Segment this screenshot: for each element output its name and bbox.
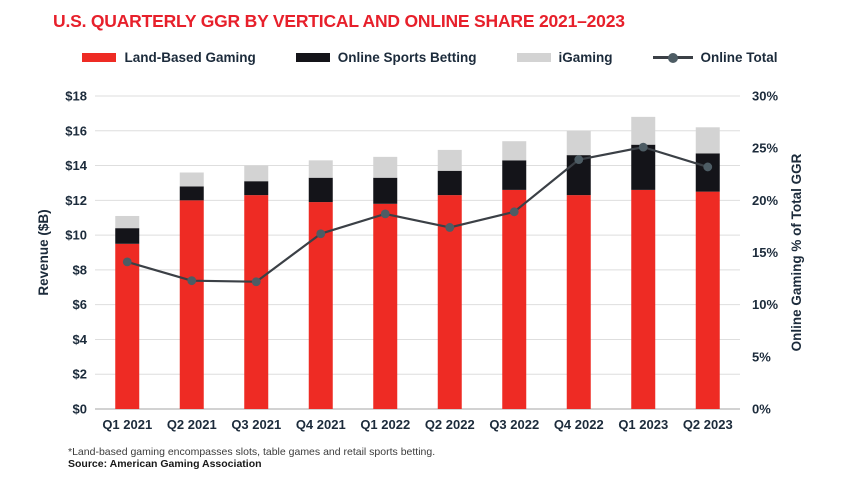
bar-segment-land-based-gaming-q3-2021: [244, 195, 269, 409]
bar-segment-online-sports-betting-q1-2023: [631, 144, 656, 190]
y-left-tick-label: $16: [65, 123, 87, 138]
bar-segment-online-sports-betting-q3-2021: [244, 181, 269, 196]
bar-segment-igaming-q2-2021: [179, 172, 204, 187]
legend: Land-Based Gaming Online Sports Betting iG…: [82, 50, 778, 65]
legend-item-online-sports-betting: Online Sports Betting: [295, 50, 477, 65]
y-left-tick-label: $10: [65, 228, 87, 243]
y-left-tick-label: $2: [73, 367, 87, 382]
online-total-point-q4-2022: [574, 155, 584, 165]
bar-segment-igaming-q1-2023: [631, 116, 656, 145]
legend-label: Online Total: [700, 50, 778, 65]
bar-segment-online-sports-betting-q2-2022: [437, 170, 462, 196]
x-axis-tick-label: Q1 2021: [102, 417, 152, 432]
y-left-tick-label: $0: [73, 402, 87, 417]
source-note: Source: American Gaming Association: [68, 458, 262, 470]
bar-segment-online-sports-betting-q4-2021: [308, 177, 333, 203]
bar-segment-online-sports-betting-q1-2021: [115, 228, 140, 244]
x-axis-tick-label: Q1 2023: [618, 417, 668, 432]
y-right-tick-label: 15%: [752, 245, 778, 260]
footnote: *Land-based gaming encompasses slots, ta…: [68, 446, 436, 458]
bar-segment-igaming-q4-2021: [308, 160, 333, 178]
legend-item-online-total: Online Total: [652, 50, 778, 65]
y-left-tick-label: $18: [65, 89, 87, 104]
bar-segment-igaming-q4-2022: [566, 130, 591, 156]
x-axis-tick-label: Q3 2021: [231, 417, 281, 432]
bar-segment-igaming-q2-2022: [437, 149, 462, 171]
y-right-tick-label: 30%: [752, 89, 778, 104]
bar-segment-igaming-q1-2022: [373, 156, 398, 178]
x-axis-tick-label: Q4 2021: [296, 417, 346, 432]
online-total-point-q2-2021: [187, 276, 197, 286]
bar-segment-igaming-q1-2021: [115, 215, 140, 229]
online-total-point-q1-2021: [122, 257, 132, 267]
bar-segment-land-based-gaming-q1-2021: [115, 243, 140, 409]
bar-segment-igaming-q3-2021: [244, 165, 269, 182]
y-left-tick-label: $12: [65, 193, 87, 208]
legend-label: iGaming: [558, 50, 613, 65]
x-axis-tick-label: Q3 2022: [489, 417, 539, 432]
y-left-tick-label: $6: [73, 297, 87, 312]
bar-segment-online-sports-betting-q2-2021: [179, 186, 204, 201]
x-axis-tick-label: Q4 2022: [554, 417, 604, 432]
bar-segment-land-based-gaming-q4-2022: [566, 195, 591, 409]
bar-segment-land-based-gaming-q2-2023: [695, 191, 720, 409]
online-total-point-q2-2023: [703, 162, 713, 172]
bar-segment-online-sports-betting-q2-2023: [695, 153, 720, 192]
bar-segment-igaming-q3-2022: [502, 141, 527, 161]
land-based-gaming-swatch-icon: [82, 53, 117, 62]
online-total-point-q1-2022: [380, 209, 390, 219]
line-dot-icon: [652, 52, 693, 63]
bar-segment-online-sports-betting-q1-2022: [373, 177, 398, 204]
y-right-tick-label: 25%: [752, 141, 778, 156]
online-total-line: [126, 146, 709, 283]
y-left-tick-label: $14: [65, 158, 87, 173]
bar-segment-land-based-gaming-q1-2023: [631, 189, 656, 409]
y-right-axis-title: Online Gaming % of Total GGR: [789, 153, 804, 351]
online-total-point-q4-2021: [316, 229, 326, 239]
y-right-tick-label: 5%: [752, 349, 771, 364]
legend-item-land-based-gaming: Land-Based Gaming: [82, 50, 256, 65]
bar-segment-online-sports-betting-q3-2022: [502, 160, 527, 190]
y-right-tick-label: 0%: [752, 402, 771, 417]
legend-label: Online Sports Betting: [337, 50, 477, 65]
y-right-tick-label: 10%: [752, 297, 778, 312]
chart-title: U.S. QUARTERLY GGR BY VERTICAL AND ONLIN…: [53, 11, 625, 31]
y-left-axis-title: Revenue ($B): [36, 209, 51, 295]
x-axis-tick-label: Q2 2021: [167, 417, 217, 432]
legend-label: Land-Based Gaming: [124, 50, 256, 65]
y-right-tick-label: 20%: [752, 193, 778, 208]
online-total-point-q2-2022: [445, 223, 455, 232]
bar-segment-land-based-gaming-q1-2022: [373, 203, 398, 409]
online-total-point-q3-2022: [509, 207, 519, 217]
online-sports-betting-swatch-icon: [295, 53, 330, 62]
x-axis-tick-label: Q2 2023: [683, 417, 733, 432]
online-total-point-q3-2021: [251, 277, 261, 287]
bar-segment-igaming-q2-2023: [695, 127, 720, 154]
x-axis-tick-label: Q1 2022: [360, 417, 410, 432]
x-axis-tick-label: Q2 2022: [425, 417, 475, 432]
legend-item-igaming: iGaming: [516, 50, 613, 65]
online-total-point-q1-2023: [638, 142, 648, 152]
igaming-swatch-icon: [516, 53, 551, 62]
y-left-tick-label: $8: [73, 262, 87, 277]
bar-segment-land-based-gaming-q2-2021: [179, 200, 204, 409]
y-left-tick-label: $4: [73, 332, 88, 347]
bar-segment-land-based-gaming-q3-2022: [502, 189, 527, 409]
